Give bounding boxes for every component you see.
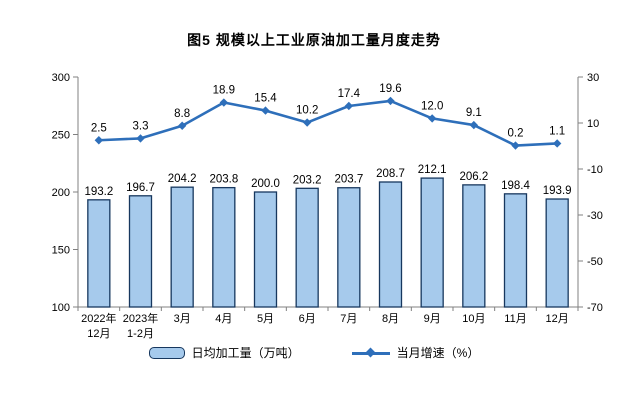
x-tick-label: 5月 — [257, 313, 274, 325]
x-tick-label: 6月 — [299, 313, 316, 325]
legend-item-line: 当月增速（%） — [351, 344, 480, 361]
y-tick-label-right: -70 — [587, 302, 603, 314]
chart-legend: 日均加工量（万吨） 当月增速（%） — [0, 344, 628, 361]
line-marker — [386, 96, 395, 106]
y-tick-label-right: -30 — [587, 210, 603, 222]
bar — [462, 184, 486, 308]
bar-value-label: 198.4 — [501, 180, 530, 192]
line-marker — [302, 118, 312, 127]
bar — [337, 187, 361, 308]
line-value-label: 1.1 — [549, 125, 565, 137]
bar — [420, 177, 444, 308]
y-tick-label-left: 250 — [52, 130, 70, 142]
line-value-label: 8.8 — [174, 108, 190, 120]
x-tick-label: 4月 — [215, 313, 232, 325]
x-tick-label: 9月 — [424, 313, 441, 325]
line-value-label: 0.2 — [508, 128, 524, 140]
x-tick-label: 1-2月 — [127, 328, 154, 340]
bar — [545, 198, 569, 308]
bar — [128, 195, 153, 308]
bar — [295, 187, 319, 308]
line-value-label: 19.6 — [379, 83, 401, 95]
line-marker — [344, 101, 354, 111]
bar — [87, 199, 111, 308]
bar — [503, 193, 528, 308]
line-marker — [177, 121, 187, 130]
y-tick-label-right: -50 — [587, 256, 603, 268]
bar-value-label: 206.2 — [459, 171, 488, 183]
x-tick-label: 8月 — [382, 313, 399, 325]
y-tick-label-right: -10 — [587, 164, 603, 176]
x-tick-label: 2022年 — [81, 311, 116, 325]
line-marker — [219, 98, 229, 107]
bar — [170, 186, 194, 308]
x-tick-label: 12月 — [546, 313, 569, 325]
bar-value-label: 203.8 — [209, 174, 238, 186]
line-value-label: 2.5 — [91, 122, 107, 134]
line-value-label: 10.2 — [296, 105, 318, 117]
y-tick-label-left: 300 — [52, 72, 70, 84]
bar-value-label: 193.2 — [84, 186, 113, 198]
line-marker — [511, 141, 520, 150]
bar-series-swatch-icon — [148, 346, 185, 359]
legend-bar-label: 日均加工量（万吨） — [191, 346, 300, 360]
line-marker — [552, 139, 562, 148]
legend-line-label: 当月增速（%） — [396, 346, 480, 360]
line-value-label: 18.9 — [213, 85, 235, 97]
x-tick-label: 10月 — [462, 313, 485, 325]
chart-title: 图5 规模以上工业原油加工量月度走势 — [187, 32, 441, 48]
x-tick-label: 3月 — [174, 313, 191, 325]
bar-value-label: 193.9 — [543, 185, 572, 197]
line-value-label: 12.0 — [421, 100, 443, 112]
y-tick-label-left: 200 — [52, 187, 70, 199]
line-value-label: 17.4 — [338, 88, 361, 100]
bar — [253, 191, 278, 308]
line-value-label: 9.1 — [466, 107, 482, 119]
line-marker — [469, 120, 479, 130]
bar-value-label: 203.2 — [293, 174, 322, 186]
x-tick-label: 12月 — [87, 328, 110, 340]
bar-value-label: 200.0 — [251, 178, 280, 190]
bar-value-label: 196.7 — [126, 182, 155, 194]
line-value-label: 15.4 — [254, 93, 277, 105]
line-marker — [261, 106, 270, 115]
x-tick-label: 2023年 — [123, 311, 158, 325]
y-tick-label-left: 100 — [52, 302, 70, 314]
bar-value-label: 204.2 — [168, 173, 197, 185]
bar-value-label: 212.1 — [418, 164, 447, 176]
line-marker — [427, 114, 437, 123]
x-tick-label: 7月 — [340, 313, 357, 325]
line-marker — [94, 136, 104, 145]
y-tick-label-left: 150 — [52, 245, 70, 257]
legend-item-bar: 日均加工量（万吨） — [148, 344, 300, 361]
line-value-label: 3.3 — [133, 120, 149, 132]
line-swatch-diamond-icon — [365, 347, 376, 358]
bar-value-label: 203.7 — [334, 174, 363, 186]
y-tick-label-right: 30 — [587, 72, 599, 84]
x-tick-label: 11月 — [504, 313, 526, 325]
bar-value-label: 208.7 — [376, 168, 405, 180]
growth-line — [98, 99, 558, 147]
line-series-swatch-icon — [351, 347, 390, 359]
bar — [212, 186, 236, 308]
y-tick-label-right: 10 — [587, 118, 599, 130]
line-marker — [136, 134, 145, 143]
bar — [378, 181, 403, 308]
